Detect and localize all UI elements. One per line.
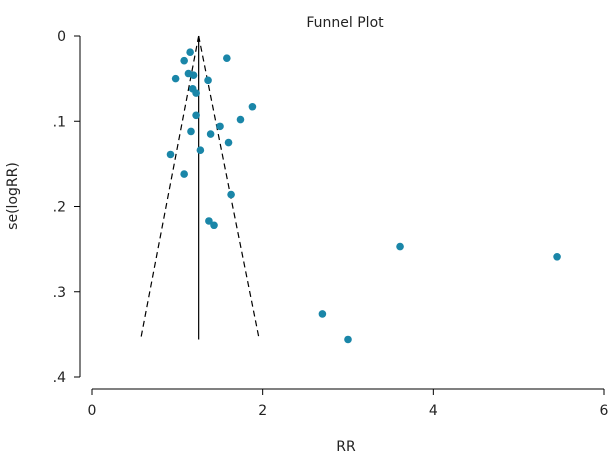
data-point (344, 335, 352, 344)
y-axis: 0 .1 .2 .3 .4 (53, 29, 81, 386)
data-point (210, 221, 218, 230)
funnel-left-line (140, 35, 200, 340)
y-tick-label: .4 (53, 370, 66, 386)
data-point (206, 130, 215, 138)
data-point (166, 150, 175, 159)
y-tick-label: .2 (53, 200, 66, 216)
data-point (553, 252, 561, 261)
x-axis-title: RR (336, 439, 356, 455)
data-point (205, 217, 213, 225)
y-tick-label: 0 (57, 29, 66, 45)
data-point (192, 89, 200, 97)
data-point (227, 190, 235, 199)
data-point (223, 54, 231, 62)
data-point (396, 242, 404, 251)
data-point (180, 170, 188, 178)
plot-area (140, 35, 561, 344)
x-axis: 0 2 4 6 (88, 388, 609, 419)
data-point (186, 48, 194, 56)
y-tick-label: .1 (53, 114, 66, 130)
x-tick-label: 0 (88, 403, 97, 419)
y-axis-title: se(logRR) (5, 162, 21, 230)
chart-title: Funnel Plot (306, 15, 384, 31)
data-point (196, 146, 205, 155)
x-tick-label: 6 (600, 403, 609, 419)
data-point (171, 74, 180, 83)
x-tick-label: 2 (258, 403, 267, 419)
data-point (192, 111, 200, 120)
data-point (224, 138, 233, 147)
data-point (318, 310, 327, 318)
data-point (216, 122, 224, 131)
data-point (236, 115, 245, 124)
data-point (248, 102, 257, 111)
y-tick-label: .3 (53, 285, 66, 301)
data-point (187, 127, 195, 136)
data-point (180, 56, 188, 65)
x-tick-label: 4 (429, 403, 438, 419)
data-point (204, 76, 212, 85)
funnel-right-line (198, 35, 260, 340)
data-point (189, 71, 198, 80)
